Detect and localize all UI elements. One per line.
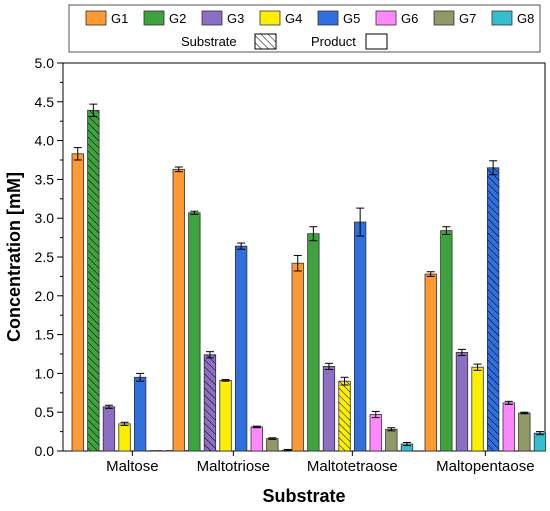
bar-g4 (471, 366, 484, 452)
bar-g5 (353, 221, 367, 452)
bar-g6 (250, 426, 263, 452)
legend-product-label: Product (311, 34, 356, 49)
bar-g3 (455, 352, 469, 452)
bar-g6 (502, 402, 515, 452)
legend: G1 G2 G3 G4 G5 G6 G7 G8 Substrate Product (68, 4, 541, 53)
legend-swatch-g2 (143, 10, 165, 26)
legend-label-g1: G1 (111, 11, 128, 26)
bar-substrate-hatch (338, 381, 351, 451)
bar-substrate-hatch (87, 110, 100, 451)
legend-label-g6: G6 (401, 11, 418, 26)
bar-g1 (424, 273, 437, 452)
y-tick-label: 3.5 (35, 171, 55, 187)
legend-label-g8: G8 (517, 11, 534, 26)
x-axis-title: Substrate (262, 486, 345, 506)
bar-g8 (533, 432, 547, 452)
legend-product-swatch (365, 33, 388, 50)
bar-g7 (266, 438, 279, 452)
legend-swatch-g3 (201, 10, 223, 26)
legend-swatch-g7 (433, 10, 455, 26)
legend-swatch-g5 (317, 10, 339, 26)
y-axis-title: Concentration [mM] (4, 172, 24, 342)
legend-label-g3: G3 (227, 11, 244, 26)
legend-label-g4: G4 (285, 11, 302, 26)
legend-swatch-g4 (259, 10, 281, 26)
bar-g2 (307, 233, 320, 452)
bar-g3 (102, 406, 116, 452)
x-tick-label: Maltopentaose (436, 458, 534, 475)
bar-g5 (234, 245, 248, 452)
legend-label-g5: G5 (343, 11, 360, 26)
bar-g4 (118, 423, 131, 452)
bar-substrate-hatch (487, 167, 499, 451)
y-tick-label: 0.0 (35, 443, 55, 459)
bar-g7 (385, 428, 398, 452)
legend-swatch-g6 (375, 10, 397, 26)
legend-swatch-g1 (85, 10, 107, 26)
bar-g5 (133, 376, 147, 452)
bar-g4 (219, 379, 232, 452)
x-tick-label: Maltotriose (197, 458, 270, 475)
bar-g6 (369, 414, 382, 452)
bar-g3 (322, 366, 336, 452)
legend-label-g2: G2 (169, 11, 186, 26)
bar-g7 (518, 412, 531, 452)
y-tick-label: 0.5 (35, 404, 55, 420)
y-tick-label: 1.5 (35, 327, 55, 343)
bar-g2 (188, 212, 201, 452)
bar-g1 (172, 168, 185, 452)
x-tick-label: Maltose (106, 458, 159, 475)
bar-g1 (71, 153, 84, 452)
bar-g6 (149, 450, 162, 452)
y-axis: 0.0 0.5 1.0 1.5 2.0 2.5 3.0 3.5 4.0 4.5 5.0 (35, 55, 63, 459)
bar-g1 (291, 262, 304, 452)
x-axis: Maltose Maltotriose Maltotetraose Maltopent… (106, 451, 535, 475)
y-tick-label: 4.5 (35, 94, 55, 110)
y-tick-label: 3.0 (35, 210, 55, 226)
y-tick-label: 2.5 (35, 249, 55, 265)
y-tick-label: 5.0 (35, 55, 55, 71)
y-tick-label: 4.0 (35, 133, 55, 149)
legend-substrate-hatch (255, 34, 276, 49)
bar-substrate-hatch (204, 354, 216, 451)
x-tick-label: Maltotetraose (307, 458, 398, 475)
bars (71, 103, 547, 452)
legend-swatch-g8 (491, 10, 513, 26)
y-tick-label: 1.0 (35, 365, 55, 381)
bar-g2 (440, 230, 453, 452)
y-tick-label: 2.0 (35, 288, 55, 304)
legend-substrate-label: Substrate (181, 34, 237, 49)
legend-label-g7: G7 (459, 11, 476, 26)
